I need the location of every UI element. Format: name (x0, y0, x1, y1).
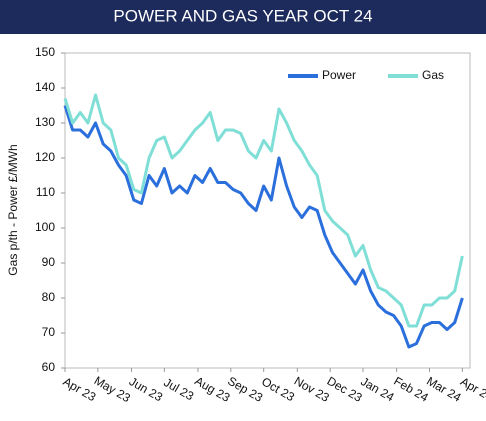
x-tick-label: May 23 (92, 373, 133, 405)
chart-title: POWER AND GAS YEAR OCT 24 (113, 6, 372, 25)
x-tick-label: Jan 24 (358, 374, 396, 404)
x-tick-label: Dec 23 (325, 374, 365, 405)
y-tick-label: 120 (35, 150, 55, 164)
x-tick-label: Apr 23 (61, 374, 99, 404)
y-tick-label: 150 (35, 45, 55, 59)
y-tick-label: 100 (35, 220, 55, 234)
y-tick-label: 60 (42, 360, 56, 374)
x-tick-label: Feb 24 (391, 374, 431, 405)
plot-frame (64, 52, 471, 369)
series-line (63, 93, 464, 328)
legend-label: Gas (422, 68, 444, 82)
y-tick-label: 70 (42, 325, 56, 339)
y-axis-label: Gas p/th - Power £/MWh (6, 144, 20, 275)
y-tick-label: 140 (35, 80, 55, 94)
x-tick-label: Oct 23 (259, 374, 297, 404)
x-tick-label: Jul 23 (161, 375, 196, 403)
x-tick-label: Mar 24 (424, 374, 464, 405)
series-line (63, 105, 464, 349)
y-tick-label: 90 (42, 255, 56, 269)
legend-label: Power (322, 68, 356, 82)
x-tick-label: Jun 23 (127, 374, 165, 404)
y-tick-label: 130 (35, 115, 55, 129)
y-tick-label: 110 (36, 185, 55, 199)
x-tick-label: Nov 23 (292, 374, 332, 405)
x-tick-label: Aug 23 (192, 374, 232, 405)
x-tick-label: Sep 23 (225, 374, 265, 405)
y-tick-label: 80 (42, 290, 56, 304)
title-banner (0, 0, 486, 34)
x-tick-label: Apr 24 (458, 374, 486, 404)
